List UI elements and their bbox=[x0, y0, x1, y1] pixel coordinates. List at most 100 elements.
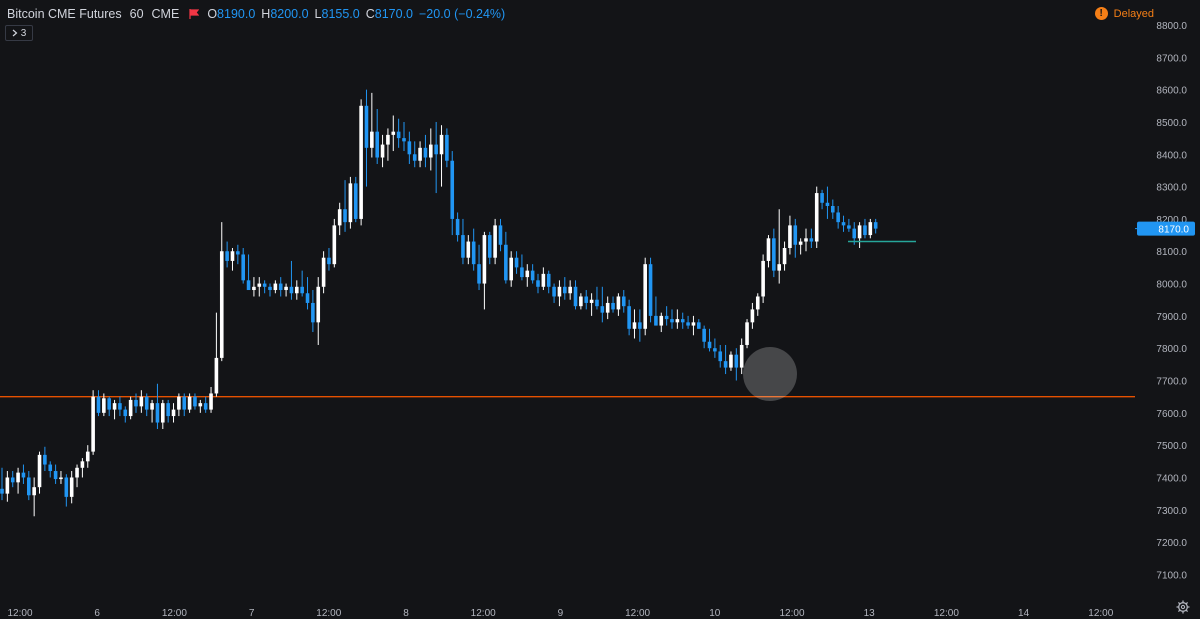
interval-label[interactable]: 60 bbox=[129, 7, 144, 21]
price-tick-label: 8100.0 bbox=[1156, 247, 1187, 258]
candle bbox=[359, 99, 363, 226]
candle bbox=[836, 205, 840, 229]
candle bbox=[589, 293, 594, 316]
candle-body bbox=[718, 351, 723, 362]
candle-body bbox=[487, 235, 492, 258]
time-axis[interactable]: 12:00 6 12:00 7 12:00 8 12:00 9 12:00 10 12:00 13 12… bbox=[7, 608, 1113, 619]
candle-body bbox=[359, 105, 363, 219]
price-tick-label: 7800.0 bbox=[1156, 344, 1187, 355]
candle-body bbox=[10, 477, 15, 483]
candle bbox=[504, 231, 508, 284]
candle-body bbox=[402, 138, 406, 142]
candle bbox=[316, 277, 321, 345]
candle bbox=[107, 396, 111, 417]
candle bbox=[772, 228, 776, 278]
candle bbox=[643, 257, 647, 336]
candle bbox=[187, 393, 192, 413]
candle-body bbox=[5, 477, 10, 494]
candle-body bbox=[203, 403, 208, 410]
candle-body bbox=[755, 296, 760, 310]
candle bbox=[21, 464, 26, 484]
candles bbox=[0, 89, 878, 517]
candle-body bbox=[262, 283, 267, 287]
candle bbox=[429, 128, 433, 171]
low-value: 8155.0 bbox=[321, 7, 360, 21]
candle bbox=[605, 296, 610, 320]
candle-body bbox=[252, 286, 256, 291]
candle-body bbox=[868, 222, 873, 236]
candle bbox=[182, 393, 187, 417]
candle-body bbox=[525, 270, 530, 278]
candle bbox=[680, 312, 685, 329]
candle bbox=[782, 241, 787, 271]
candle-body bbox=[638, 322, 642, 329]
candle bbox=[236, 244, 240, 265]
candle bbox=[48, 461, 53, 478]
time-tick-label: 6 bbox=[94, 608, 100, 619]
candle bbox=[353, 176, 358, 223]
candle bbox=[273, 280, 278, 294]
candle bbox=[632, 309, 637, 339]
candle bbox=[321, 251, 326, 294]
candle bbox=[278, 277, 283, 297]
alert-icon: ! bbox=[1094, 7, 1108, 20]
candle-body bbox=[557, 286, 562, 297]
candle bbox=[348, 176, 353, 229]
candle-body bbox=[37, 454, 42, 488]
candle bbox=[584, 290, 589, 310]
candle-body bbox=[686, 322, 690, 326]
candle-body bbox=[482, 235, 487, 284]
candle bbox=[568, 280, 572, 300]
candle-body bbox=[187, 396, 192, 410]
candle-body bbox=[702, 328, 706, 342]
candle-body bbox=[520, 267, 524, 278]
candle-body bbox=[241, 254, 245, 281]
candle-body bbox=[852, 228, 857, 239]
candle bbox=[391, 115, 396, 152]
candle bbox=[520, 254, 524, 281]
candle-body bbox=[643, 264, 647, 329]
price-tick-label: 7600.0 bbox=[1156, 409, 1187, 420]
candle bbox=[804, 228, 808, 252]
price-tick-label: 8300.0 bbox=[1156, 183, 1187, 194]
candle bbox=[450, 151, 455, 236]
indicators-toggle[interactable]: 3 bbox=[5, 25, 33, 41]
candle bbox=[241, 248, 245, 284]
candle bbox=[225, 241, 229, 268]
candle bbox=[161, 399, 165, 429]
gear-icon[interactable] bbox=[1176, 600, 1190, 614]
candle-body bbox=[563, 286, 567, 294]
candle-body bbox=[295, 286, 299, 294]
candle-body bbox=[788, 225, 792, 249]
candle bbox=[380, 134, 385, 168]
candle-body bbox=[691, 322, 696, 326]
candle-body bbox=[573, 286, 578, 307]
delayed-badge[interactable]: ! Delayed bbox=[1094, 7, 1154, 20]
candle-body bbox=[675, 319, 680, 323]
candle bbox=[713, 338, 717, 358]
candle-body bbox=[670, 319, 674, 323]
candle-body bbox=[48, 464, 53, 472]
candle bbox=[332, 218, 337, 268]
candle bbox=[616, 293, 621, 316]
candle-body bbox=[477, 264, 481, 284]
candle bbox=[134, 393, 138, 413]
candle bbox=[621, 290, 626, 313]
candle bbox=[364, 89, 369, 187]
flag-icon[interactable] bbox=[189, 9, 200, 19]
candle bbox=[530, 264, 535, 284]
time-tick-label: 14 bbox=[1018, 608, 1030, 619]
candle-body bbox=[579, 296, 583, 307]
candle bbox=[595, 286, 599, 310]
candle-body bbox=[128, 399, 133, 417]
candle-body bbox=[257, 283, 262, 287]
candle-body bbox=[171, 409, 176, 417]
candle-body bbox=[498, 225, 503, 245]
symbol-title[interactable]: Bitcoin CME Futures bbox=[7, 7, 122, 21]
candle-body bbox=[284, 286, 288, 291]
candle bbox=[563, 277, 567, 300]
candle bbox=[820, 189, 824, 210]
price-axis[interactable]: 8800.0 8700.0 8600.0 8500.0 8400.0 8300.0 8200… bbox=[1156, 21, 1187, 581]
time-tick-label: 12:00 bbox=[316, 608, 341, 619]
